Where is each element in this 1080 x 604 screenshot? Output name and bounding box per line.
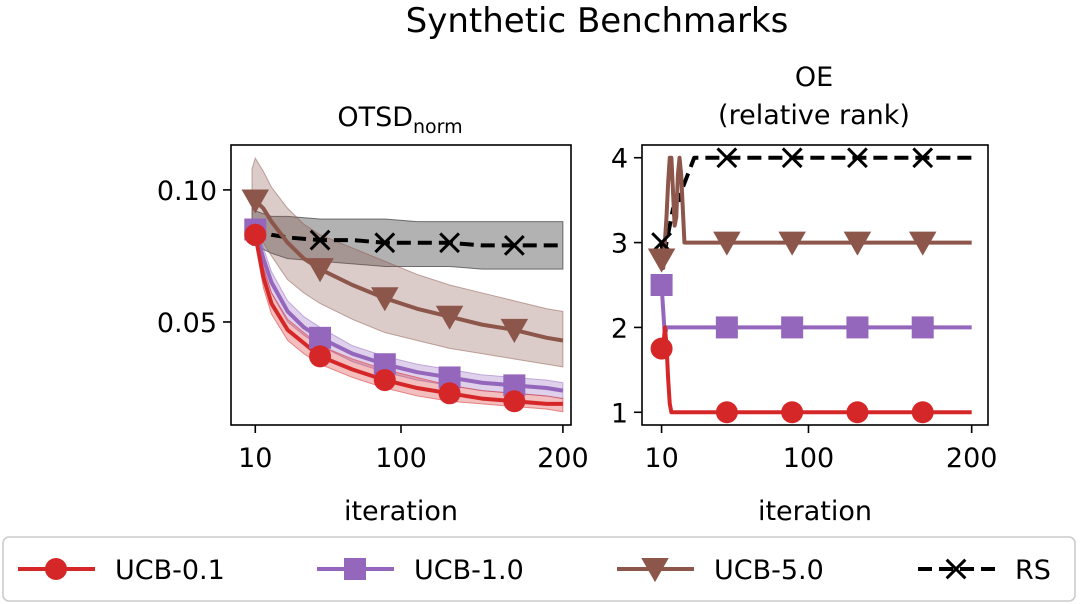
- oe-x-tick-label: 200: [946, 443, 998, 474]
- oe-point-rs-1: [716, 147, 738, 169]
- oe-y-tick-label: 4: [611, 144, 628, 175]
- otsd-band-ucb-0-1: [251, 223, 564, 413]
- otsd-point-ucb-1-0-2: [373, 353, 396, 376]
- oe-y-tick-label: 2: [611, 313, 628, 344]
- oe-point-ucb-1-0-3: [846, 316, 869, 339]
- otsd-title-subscript: norm: [413, 116, 463, 138]
- otsd-point-ucb-5-0-3: [435, 305, 464, 330]
- otsd-point-rs-1: [309, 229, 331, 251]
- oe-point-ucb-1-0-2: [781, 316, 804, 339]
- otsd-point-rs-4: [503, 234, 525, 256]
- otsd-point-rs-2: [374, 232, 396, 254]
- oe-y-tick-label: 1: [611, 398, 628, 429]
- otsd-point-ucb-0-1-3: [438, 382, 461, 405]
- legend-label-rs: RS: [1015, 555, 1051, 586]
- legend-marker-rs: [945, 558, 967, 580]
- otsd-y-tick-label: 0.10: [157, 176, 217, 207]
- legend-label-ucb-5-0: UCB-5.0: [714, 555, 824, 586]
- otsd-point-rs-3: [439, 232, 460, 254]
- oe-title-line2: (relative rank): [718, 100, 910, 131]
- legend-marker-ucb-1-0: [344, 558, 366, 580]
- otsd-point-ucb-5-0-0: [241, 189, 270, 214]
- otsd-x-tick-label: 200: [537, 443, 589, 474]
- oe-point-ucb-5-0-1: [713, 231, 741, 256]
- otsd-point-ucb-0-1-2: [373, 369, 396, 392]
- otsd-point-ucb-1-0-1: [309, 326, 332, 349]
- legend-frame: [2, 536, 1076, 602]
- otsd-point-ucb-5-0-4: [500, 318, 529, 343]
- otsd-x-tick-label: 100: [375, 443, 427, 474]
- oe-x-axis-label: iteration: [758, 496, 872, 527]
- otsd-ticks: 10 100 200 0.05 0.10: [157, 176, 589, 474]
- otsd-band-ucb-5-0: [251, 157, 564, 368]
- otsd-point-ucb-0-1-1: [309, 345, 332, 368]
- oe-point-ucb-0-1-4: [911, 401, 934, 424]
- oe-point-ucb-5-0-0: [647, 248, 676, 273]
- legend-item-ucb-1-0: UCB-1.0: [317, 555, 524, 586]
- oe-point-ucb-0-1-1: [715, 401, 738, 424]
- otsd-panel: OTSDnorm 10 100 200 0.05 0.10 iteration: [157, 102, 589, 527]
- oe-y-tick-label: 3: [611, 229, 628, 260]
- otsd-point-ucb-0-1-4: [503, 390, 526, 413]
- oe-point-ucb-5-0-4: [908, 231, 937, 256]
- oe-point-ucb-0-1-0: [650, 337, 673, 360]
- otsd-point-ucb-5-0-2: [371, 287, 399, 312]
- otsd-point-ucb-5-0-1: [306, 258, 334, 283]
- legend-item-ucb-0-1: UCB-0.1: [18, 555, 225, 586]
- otsd-x-axis-label: iteration: [344, 496, 458, 527]
- otsd-bands: [251, 157, 564, 413]
- oe-point-ucb-1-0-4: [911, 316, 934, 339]
- oe-point-ucb-5-0-2: [778, 231, 806, 256]
- oe-x-tick-label: 10: [644, 443, 678, 474]
- otsd-point-ucb-0-1-0: [244, 223, 267, 246]
- legend-marker-ucb-0-1: [45, 558, 67, 580]
- oe-point-ucb-0-1-3: [846, 401, 869, 424]
- oe-markers: [647, 147, 937, 424]
- legend-item-ucb-5-0: UCB-5.0: [617, 555, 824, 586]
- otsd-title-main: OTSD: [337, 102, 413, 133]
- oe-ticks: 10 100 200 1 2 3 4: [611, 144, 998, 474]
- legend: UCB-0.1 UCB-1.0 UCB-5.0 RS: [2, 536, 1076, 602]
- otsd-point-ucb-1-0-4: [503, 374, 526, 397]
- oe-line-ucb-5-0: [659, 155, 972, 271]
- legend-label-ucb-1-0: UCB-1.0: [414, 555, 524, 586]
- otsd-panel-title: OTSDnorm: [337, 102, 462, 138]
- oe-title: OE: [795, 62, 833, 93]
- oe-line-ucb-0-1: [661, 325, 972, 415]
- oe-point-ucb-1-0-0: [650, 274, 673, 296]
- oe-x-tick-label: 100: [783, 443, 835, 474]
- oe-point-ucb-1-0-1: [715, 316, 738, 339]
- otsd-band-rs: [251, 207, 564, 270]
- otsd-x-tick-label: 10: [238, 443, 272, 474]
- oe-plot-frame: [641, 144, 989, 426]
- oe-lines: [659, 155, 972, 415]
- legend-item-rs: RS: [918, 555, 1051, 586]
- legend-marker-ucb-5-0: [641, 558, 669, 583]
- oe-point-ucb-5-0-3: [843, 231, 872, 256]
- oe-point-rs-4: [912, 147, 934, 169]
- figure-title: Synthetic Benchmarks: [406, 1, 789, 41]
- oe-point-rs-2: [781, 147, 803, 169]
- oe-point-rs-3: [847, 147, 868, 169]
- oe-point-ucb-0-1-2: [781, 401, 804, 424]
- legend-label-ucb-0-1: UCB-0.1: [115, 555, 225, 586]
- otsd-point-ucb-1-0-3: [438, 366, 461, 389]
- otsd-line-ucb-5-0: [250, 198, 564, 343]
- otsd-y-tick-label: 0.05: [157, 308, 217, 339]
- otsd-markers: [241, 189, 529, 413]
- oe-panel: OE (relative rank) 10 100 200 1 2 3 4 iteratio…: [611, 62, 998, 527]
